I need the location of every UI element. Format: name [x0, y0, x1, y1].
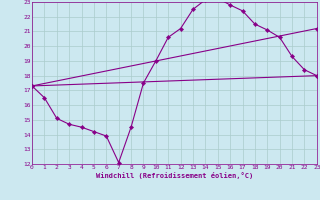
X-axis label: Windchill (Refroidissement éolien,°C): Windchill (Refroidissement éolien,°C) [96, 172, 253, 179]
